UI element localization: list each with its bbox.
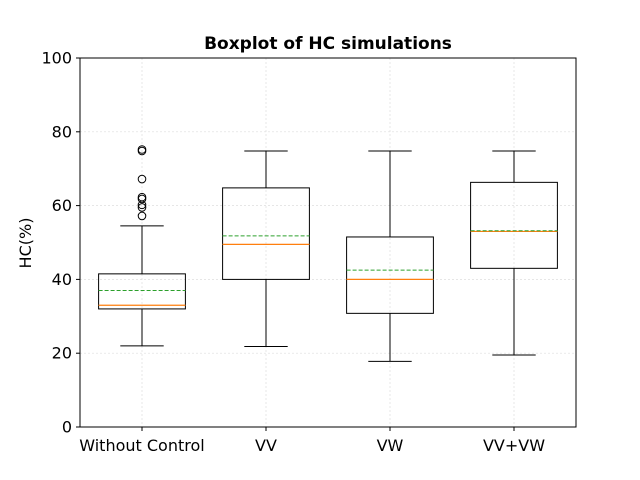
- outlier-point: [137, 203, 147, 212]
- grid-layer: [80, 57, 576, 428]
- axis-layer: 0 20 40 60 80 100 Without Control VV VW VV+VW: [41, 49, 545, 456]
- x-tick-label: VV: [255, 436, 277, 455]
- iqr-box: [470, 181, 558, 269]
- data-layer: [98, 145, 558, 362]
- y-tick-label: 100: [41, 49, 72, 68]
- outlier-point: [137, 192, 147, 202]
- box-2: [346, 150, 434, 362]
- chart-title: Boxplot of HC simulations: [204, 34, 452, 54]
- box-0: [98, 145, 186, 347]
- iqr-box: [222, 187, 310, 280]
- outlier-point: [137, 174, 147, 184]
- x-tick-label: Without Control: [79, 436, 204, 455]
- y-tick-label: 20: [52, 344, 72, 363]
- y-tick-label: 80: [52, 122, 72, 141]
- y-axis-label: HC(%): [16, 218, 35, 269]
- y-tick-label: 60: [52, 196, 72, 215]
- x-tick-label: VW: [377, 436, 404, 455]
- plot-area-frame: [79, 57, 577, 428]
- outlier-point: [137, 211, 147, 221]
- outlier-point: [137, 145, 147, 154]
- iqr-box: [346, 236, 434, 314]
- y-tick-label: 40: [52, 270, 72, 289]
- iqr-box: [98, 273, 186, 310]
- box-3: [470, 150, 558, 356]
- box-1: [222, 150, 310, 348]
- y-tick-label: 0: [62, 418, 72, 437]
- x-tick-label: VV+VW: [483, 436, 545, 455]
